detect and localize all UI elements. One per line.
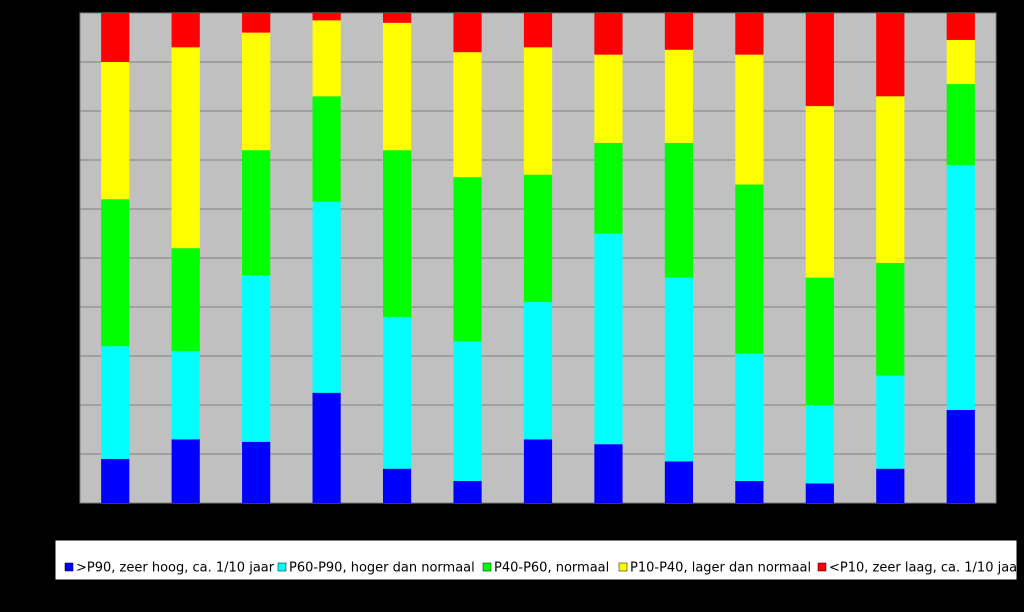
bar-segment	[735, 54, 764, 185]
bar-segment	[453, 52, 482, 178]
bar-segment	[946, 39, 975, 85]
bar-segment	[805, 13, 834, 107]
bar-segment	[594, 54, 623, 143]
bar-segment	[382, 150, 412, 317]
bar-segment	[242, 13, 271, 33]
bar-segment	[523, 13, 553, 48]
bar-segment	[312, 392, 341, 503]
bar-segment	[876, 468, 905, 503]
bar-segment	[946, 84, 975, 165]
bar-segment	[382, 316, 412, 469]
bar-segment	[312, 201, 341, 393]
legend-label: <P10, zeer laag, ca. 1/10 jaar	[829, 561, 1023, 576]
bar-segment	[523, 47, 553, 175]
bar-segment	[101, 62, 130, 200]
bar-segment	[946, 13, 975, 40]
bar-segment	[805, 483, 834, 503]
bar-segment	[664, 142, 694, 278]
bar-segment	[171, 47, 200, 249]
bar-segment	[594, 13, 623, 55]
bar-segment	[101, 199, 130, 347]
legend-label: P60-P90, hoger dan normaal	[289, 561, 475, 576]
bar-segment	[876, 375, 905, 469]
bar-segment	[805, 405, 834, 484]
bar-segment	[664, 49, 694, 143]
bar-segment	[523, 174, 553, 303]
legend	[54, 539, 1018, 581]
bar-segment	[453, 177, 482, 342]
bar-segment	[594, 142, 623, 234]
bar-segment	[523, 302, 553, 440]
bar-segment	[312, 96, 341, 202]
bar-segment	[735, 480, 764, 503]
bar-segment	[805, 106, 834, 278]
bar-segment	[101, 13, 130, 62]
bar-segment	[735, 184, 764, 354]
legend-swatch	[64, 562, 74, 572]
bar-segment	[101, 458, 130, 503]
bar-segment	[453, 13, 482, 53]
bar-segment	[876, 13, 905, 97]
bar-segment	[171, 13, 200, 48]
bar-segment	[382, 468, 412, 503]
legend-swatch	[277, 562, 287, 572]
bar-segment	[876, 96, 905, 263]
bar-segment	[664, 13, 694, 50]
legend-label: P40-P60, normaal	[494, 561, 609, 576]
bar-segment	[171, 248, 200, 352]
bar-segment	[876, 262, 905, 376]
bar-segment	[664, 461, 694, 503]
bar-segment	[171, 439, 200, 503]
bar-segment	[382, 22, 412, 151]
bar-segment	[805, 277, 834, 405]
bar-segment	[453, 341, 482, 481]
bar-segment	[171, 351, 200, 440]
bar-segment	[312, 20, 341, 97]
bar-segment	[946, 409, 975, 503]
bar-segment	[242, 441, 271, 503]
bar-segment	[453, 480, 482, 503]
legend-swatch	[482, 562, 492, 572]
legend-swatch	[817, 562, 827, 572]
bar-segment	[735, 13, 764, 55]
bar-segment	[594, 233, 623, 445]
bar-segment	[312, 13, 341, 21]
bar-segment	[664, 277, 694, 462]
bar-segment	[242, 32, 271, 151]
legend-label: >P90, zeer hoog, ca. 1/10 jaar	[76, 561, 275, 576]
bar-segment	[735, 353, 764, 481]
bar-segment	[594, 444, 623, 503]
bar-segment	[242, 150, 271, 276]
bar-segment	[382, 13, 412, 23]
bar-segment	[101, 346, 130, 459]
legend-label: P10-P40, lager dan normaal	[630, 561, 811, 576]
bar-segment	[523, 439, 553, 503]
bar-segment	[946, 164, 975, 410]
legend-swatch	[618, 562, 628, 572]
bar-segment	[242, 275, 271, 442]
